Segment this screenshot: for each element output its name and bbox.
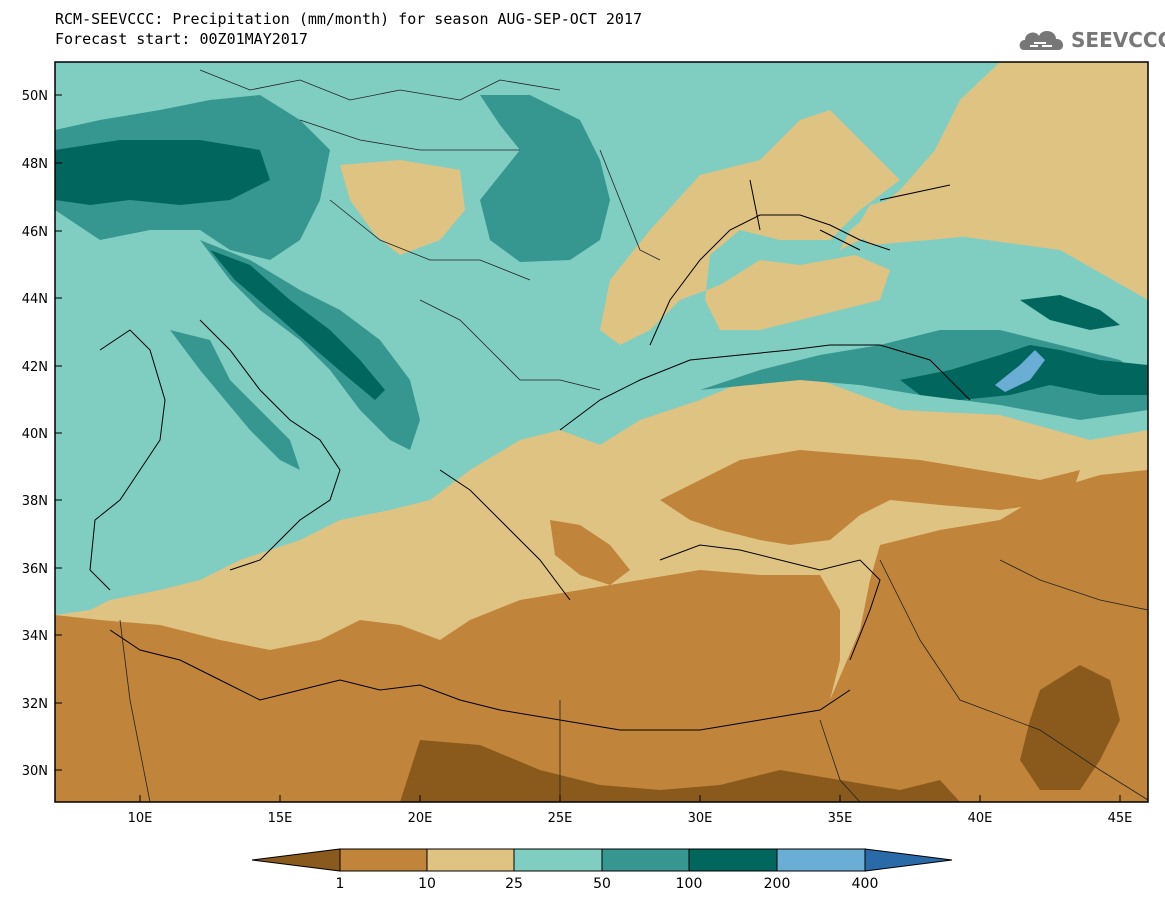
- lon-label: 45E: [1108, 811, 1133, 826]
- lat-label: 32N: [22, 697, 48, 712]
- field-light-teal-north: [55, 62, 1148, 615]
- lon-label: 25E: [548, 811, 573, 826]
- legend-swatch: [251, 848, 341, 872]
- legend-swatch: [688, 848, 778, 872]
- country-borders: [119, 69, 1148, 802]
- longitude-labels: 10E 15E 20E 25E 30E 35E 40E 45E: [128, 811, 1133, 826]
- legend-swatch: [426, 848, 515, 872]
- lat-label: 50N: [22, 89, 48, 104]
- legend-swatch: [601, 848, 690, 872]
- map-frame: [54, 61, 1149, 803]
- seevccc-logo: SEEVCCC: [1016, 22, 1165, 58]
- field-dark-brown-libya: [400, 740, 960, 802]
- legend-swatch: [864, 848, 953, 872]
- lon-label: 30E: [688, 811, 713, 826]
- lat-label: 38N: [22, 494, 48, 509]
- lat-label: 34N: [22, 629, 48, 644]
- lon-label: 15E: [268, 811, 293, 826]
- lat-label: 44N: [22, 292, 48, 307]
- latitude-labels: 50N 48N 46N 44N 42N 40N 38N 36N 34N 32N …: [22, 89, 48, 779]
- legend-label: 1: [335, 876, 345, 892]
- coastlines: [89, 179, 971, 731]
- lat-label: 42N: [22, 360, 48, 375]
- legend-label: 100: [675, 876, 703, 892]
- lat-label: 36N: [22, 562, 48, 577]
- field-teal-italy: [170, 330, 300, 470]
- cloud-icon: [1019, 30, 1064, 50]
- lon-label: 40E: [968, 811, 993, 826]
- axis-ticks: [55, 94, 1121, 802]
- field-teal-carpathians: [480, 95, 610, 262]
- field-brown-anatolia: [660, 450, 1080, 545]
- lat-label: 30N: [22, 764, 48, 779]
- lat-label: 46N: [22, 225, 48, 240]
- lon-label: 10E: [128, 811, 153, 826]
- field-light-blue-caucasus: [995, 350, 1045, 392]
- lon-label: 35E: [828, 811, 853, 826]
- logo-text: SEEVCCC: [1071, 28, 1165, 52]
- lat-label: 48N: [22, 157, 48, 172]
- legend-label: 10: [418, 876, 436, 892]
- field-tan-ukraine: [600, 62, 1148, 345]
- legend-swatch: [513, 848, 603, 872]
- map-field: [55, 62, 1148, 802]
- field-dark-teal-caucasus: [900, 295, 1148, 400]
- lat-label: 40N: [22, 427, 48, 442]
- legend-swatch: [339, 848, 428, 872]
- map-title: RCM-SEEVCCC: Precipitation (mm/month) fo…: [55, 10, 642, 28]
- field-dark-brown-arabia: [1020, 665, 1120, 790]
- legend-label: 50: [593, 876, 611, 892]
- field-brown-aegean: [550, 520, 630, 585]
- legend-label: 25: [505, 876, 523, 892]
- legend-swatch: [776, 848, 866, 872]
- field-tan-pannonia: [340, 160, 465, 255]
- legend-label: 400: [851, 876, 879, 892]
- lon-label: 20E: [408, 811, 433, 826]
- forecast-start-label: Forecast start: 00Z01MAY2017: [55, 30, 308, 48]
- field-dark-teal-alps: [55, 140, 270, 205]
- field-dark-teal-adriatic: [210, 250, 385, 400]
- color-legend: [251, 848, 953, 872]
- legend-label: 200: [763, 876, 791, 892]
- field-brown-south: [55, 470, 1148, 802]
